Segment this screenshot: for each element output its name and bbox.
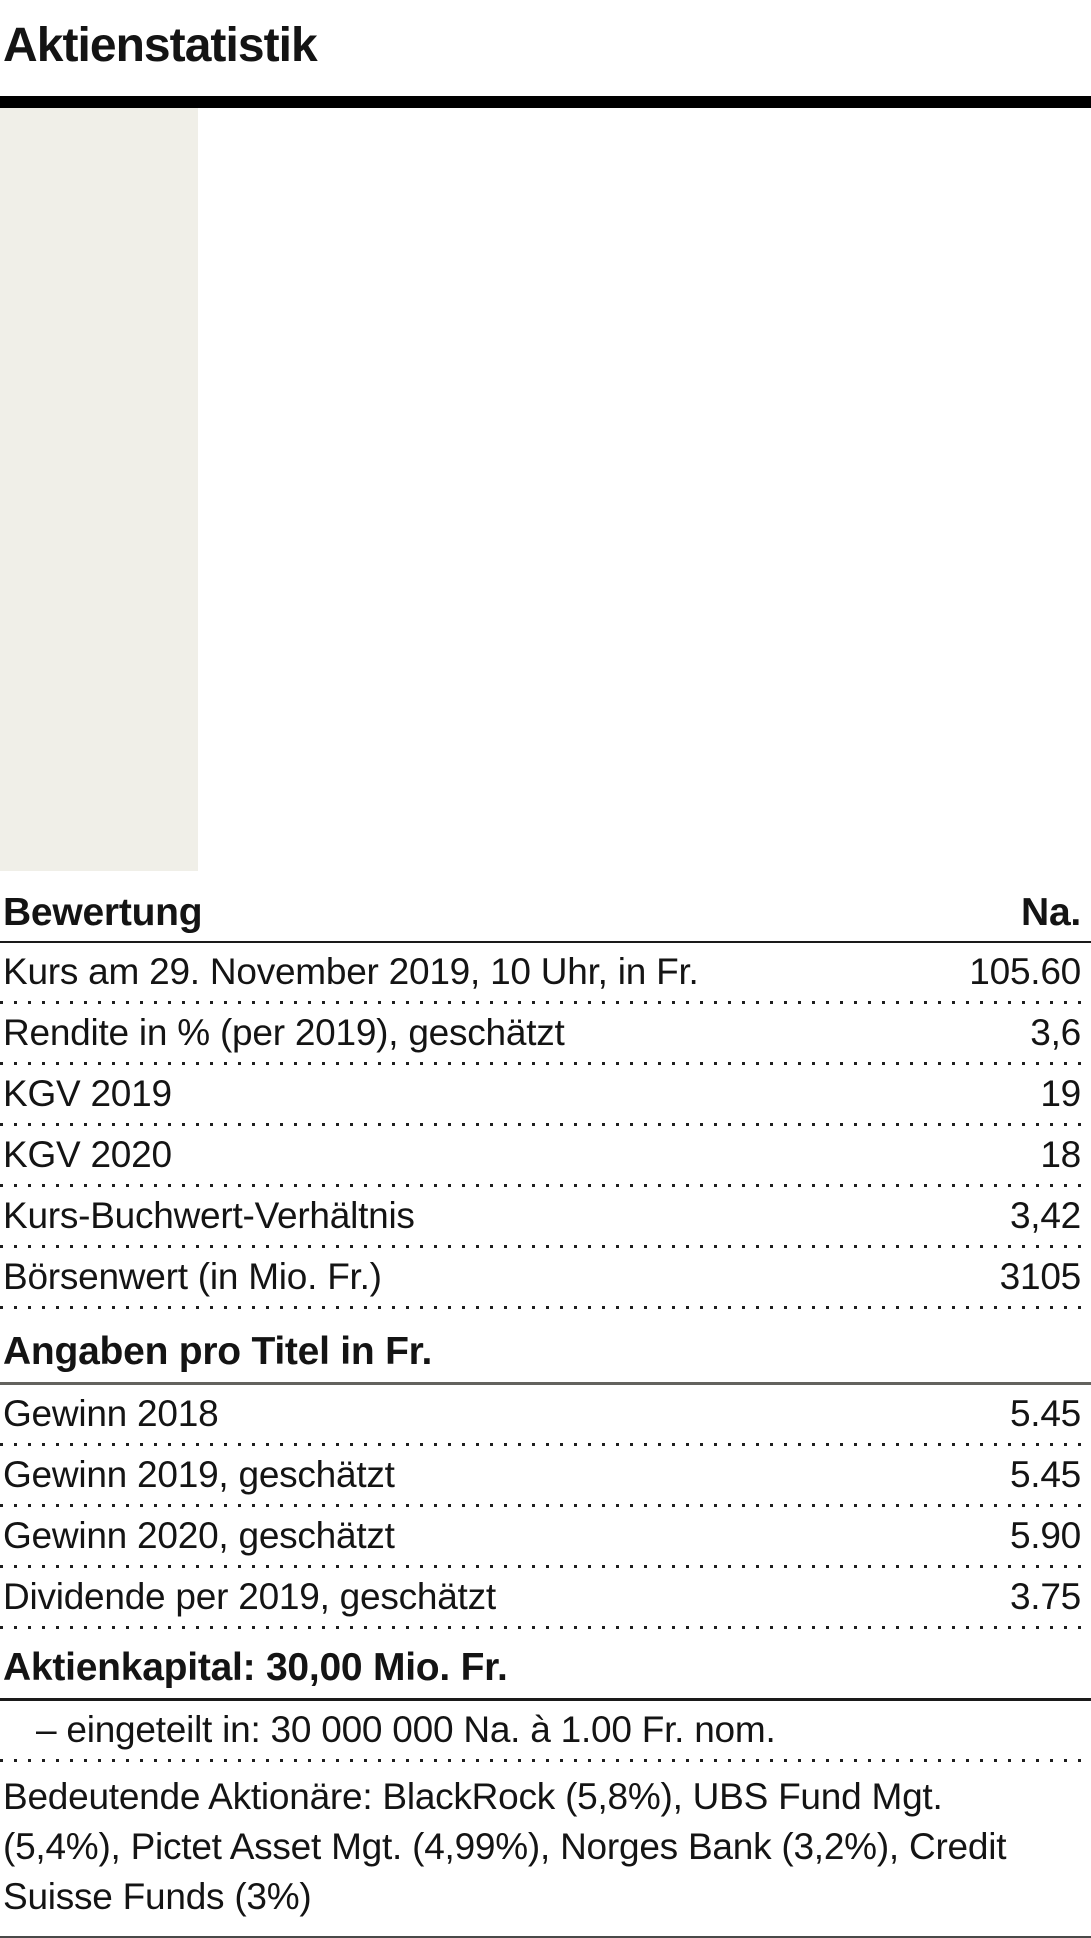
table-row: Börsenwert (in Mio. Fr.) 3105 [0, 1248, 1091, 1306]
row-label: Rendite in % (per 2019), geschätzt [3, 1012, 565, 1053]
section-header-angaben-pro-titel: Angaben pro Titel in Fr. [0, 1309, 1091, 1385]
dotted-divider [0, 1001, 1091, 1004]
table-row: Gewinn 2020, geschätzt 5.90 [0, 1507, 1091, 1565]
table-row: Dividende per 2019, geschätzt 3.75 [0, 1568, 1091, 1626]
aktienstatistik-table: Aktienstatistik Bewertung Na. Kurs am 29… [0, 19, 1091, 1938]
table-row: KGV 2020 18 [0, 1126, 1091, 1184]
column-header-na: Na. [1021, 891, 1081, 934]
row-value: 5.90 [1009, 1515, 1081, 1556]
shareholders-line: (5,4%), Pictet Asset Mgt. (4,99%), Norge… [3, 1826, 1007, 1867]
top-thick-rule [0, 96, 1091, 108]
dotted-divider [0, 1062, 1091, 1065]
section-header-aktienkapital: Aktienkapital: 30,00 Mio. Fr. [0, 1629, 1091, 1701]
statistics-table: Bewertung Na. Kurs am 29. November 2019,… [0, 108, 1091, 1938]
table-header-row: Bewertung Na. [0, 871, 1091, 943]
row-label: Kurs am 29. November 2019, 10 Uhr, in Fr… [3, 951, 699, 992]
row-label: Börsenwert (in Mio. Fr.) [3, 1256, 382, 1297]
row-value: 105.60 [969, 951, 1081, 992]
row-value: 5.45 [1009, 1393, 1081, 1434]
table-row: KGV 2019 19 [0, 1065, 1091, 1123]
row-value: 3.75 [1009, 1576, 1081, 1617]
row-value: 19 [1040, 1073, 1081, 1114]
dotted-divider [0, 1123, 1091, 1126]
row-label: KGV 2019 [3, 1073, 172, 1114]
table-row: Gewinn 2018 5.45 [0, 1385, 1091, 1443]
table-row: Kurs am 29. November 2019, 10 Uhr, in Fr… [0, 943, 1091, 1001]
row-value: 18 [1040, 1134, 1081, 1175]
shareholders-line: Suisse Funds (3%) [3, 1876, 312, 1917]
row-value: 3,42 [1009, 1195, 1081, 1236]
value-column-shade [0, 108, 198, 871]
shareholders-paragraph: Bedeutende Aktionäre: BlackRock (5,8%), … [0, 1762, 1091, 1922]
row-label: Gewinn 2019, geschätzt [3, 1454, 395, 1495]
capital-detail: – eingeteilt in: 30 000 000 Na. à 1.00 F… [36, 1709, 776, 1750]
table-row: – eingeteilt in: 30 000 000 Na. à 1.00 F… [0, 1701, 1091, 1759]
page-title: Aktienstatistik [3, 19, 318, 72]
row-value: 5.45 [1009, 1454, 1081, 1495]
table-row: Kurs-Buchwert-Verhältnis 3,42 [0, 1187, 1091, 1245]
row-label: Dividende per 2019, geschätzt [3, 1576, 496, 1617]
row-label: KGV 2020 [3, 1134, 172, 1175]
table-row: Gewinn 2019, geschätzt 5.45 [0, 1446, 1091, 1504]
dotted-divider [0, 1184, 1091, 1187]
row-label: Kurs-Buchwert-Verhältnis [3, 1195, 415, 1236]
row-value: 3,6 [1030, 1012, 1081, 1053]
row-value: 3105 [999, 1256, 1082, 1297]
row-label: Gewinn 2018 [3, 1393, 219, 1434]
table-row: Rendite in % (per 2019), geschätzt 3,6 [0, 1004, 1091, 1062]
column-header-bewertung: Bewertung [3, 891, 203, 934]
shareholders-line: Bedeutende Aktionäre: BlackRock (5,8%), … [3, 1776, 943, 1817]
row-label: Gewinn 2020, geschätzt [3, 1515, 395, 1556]
